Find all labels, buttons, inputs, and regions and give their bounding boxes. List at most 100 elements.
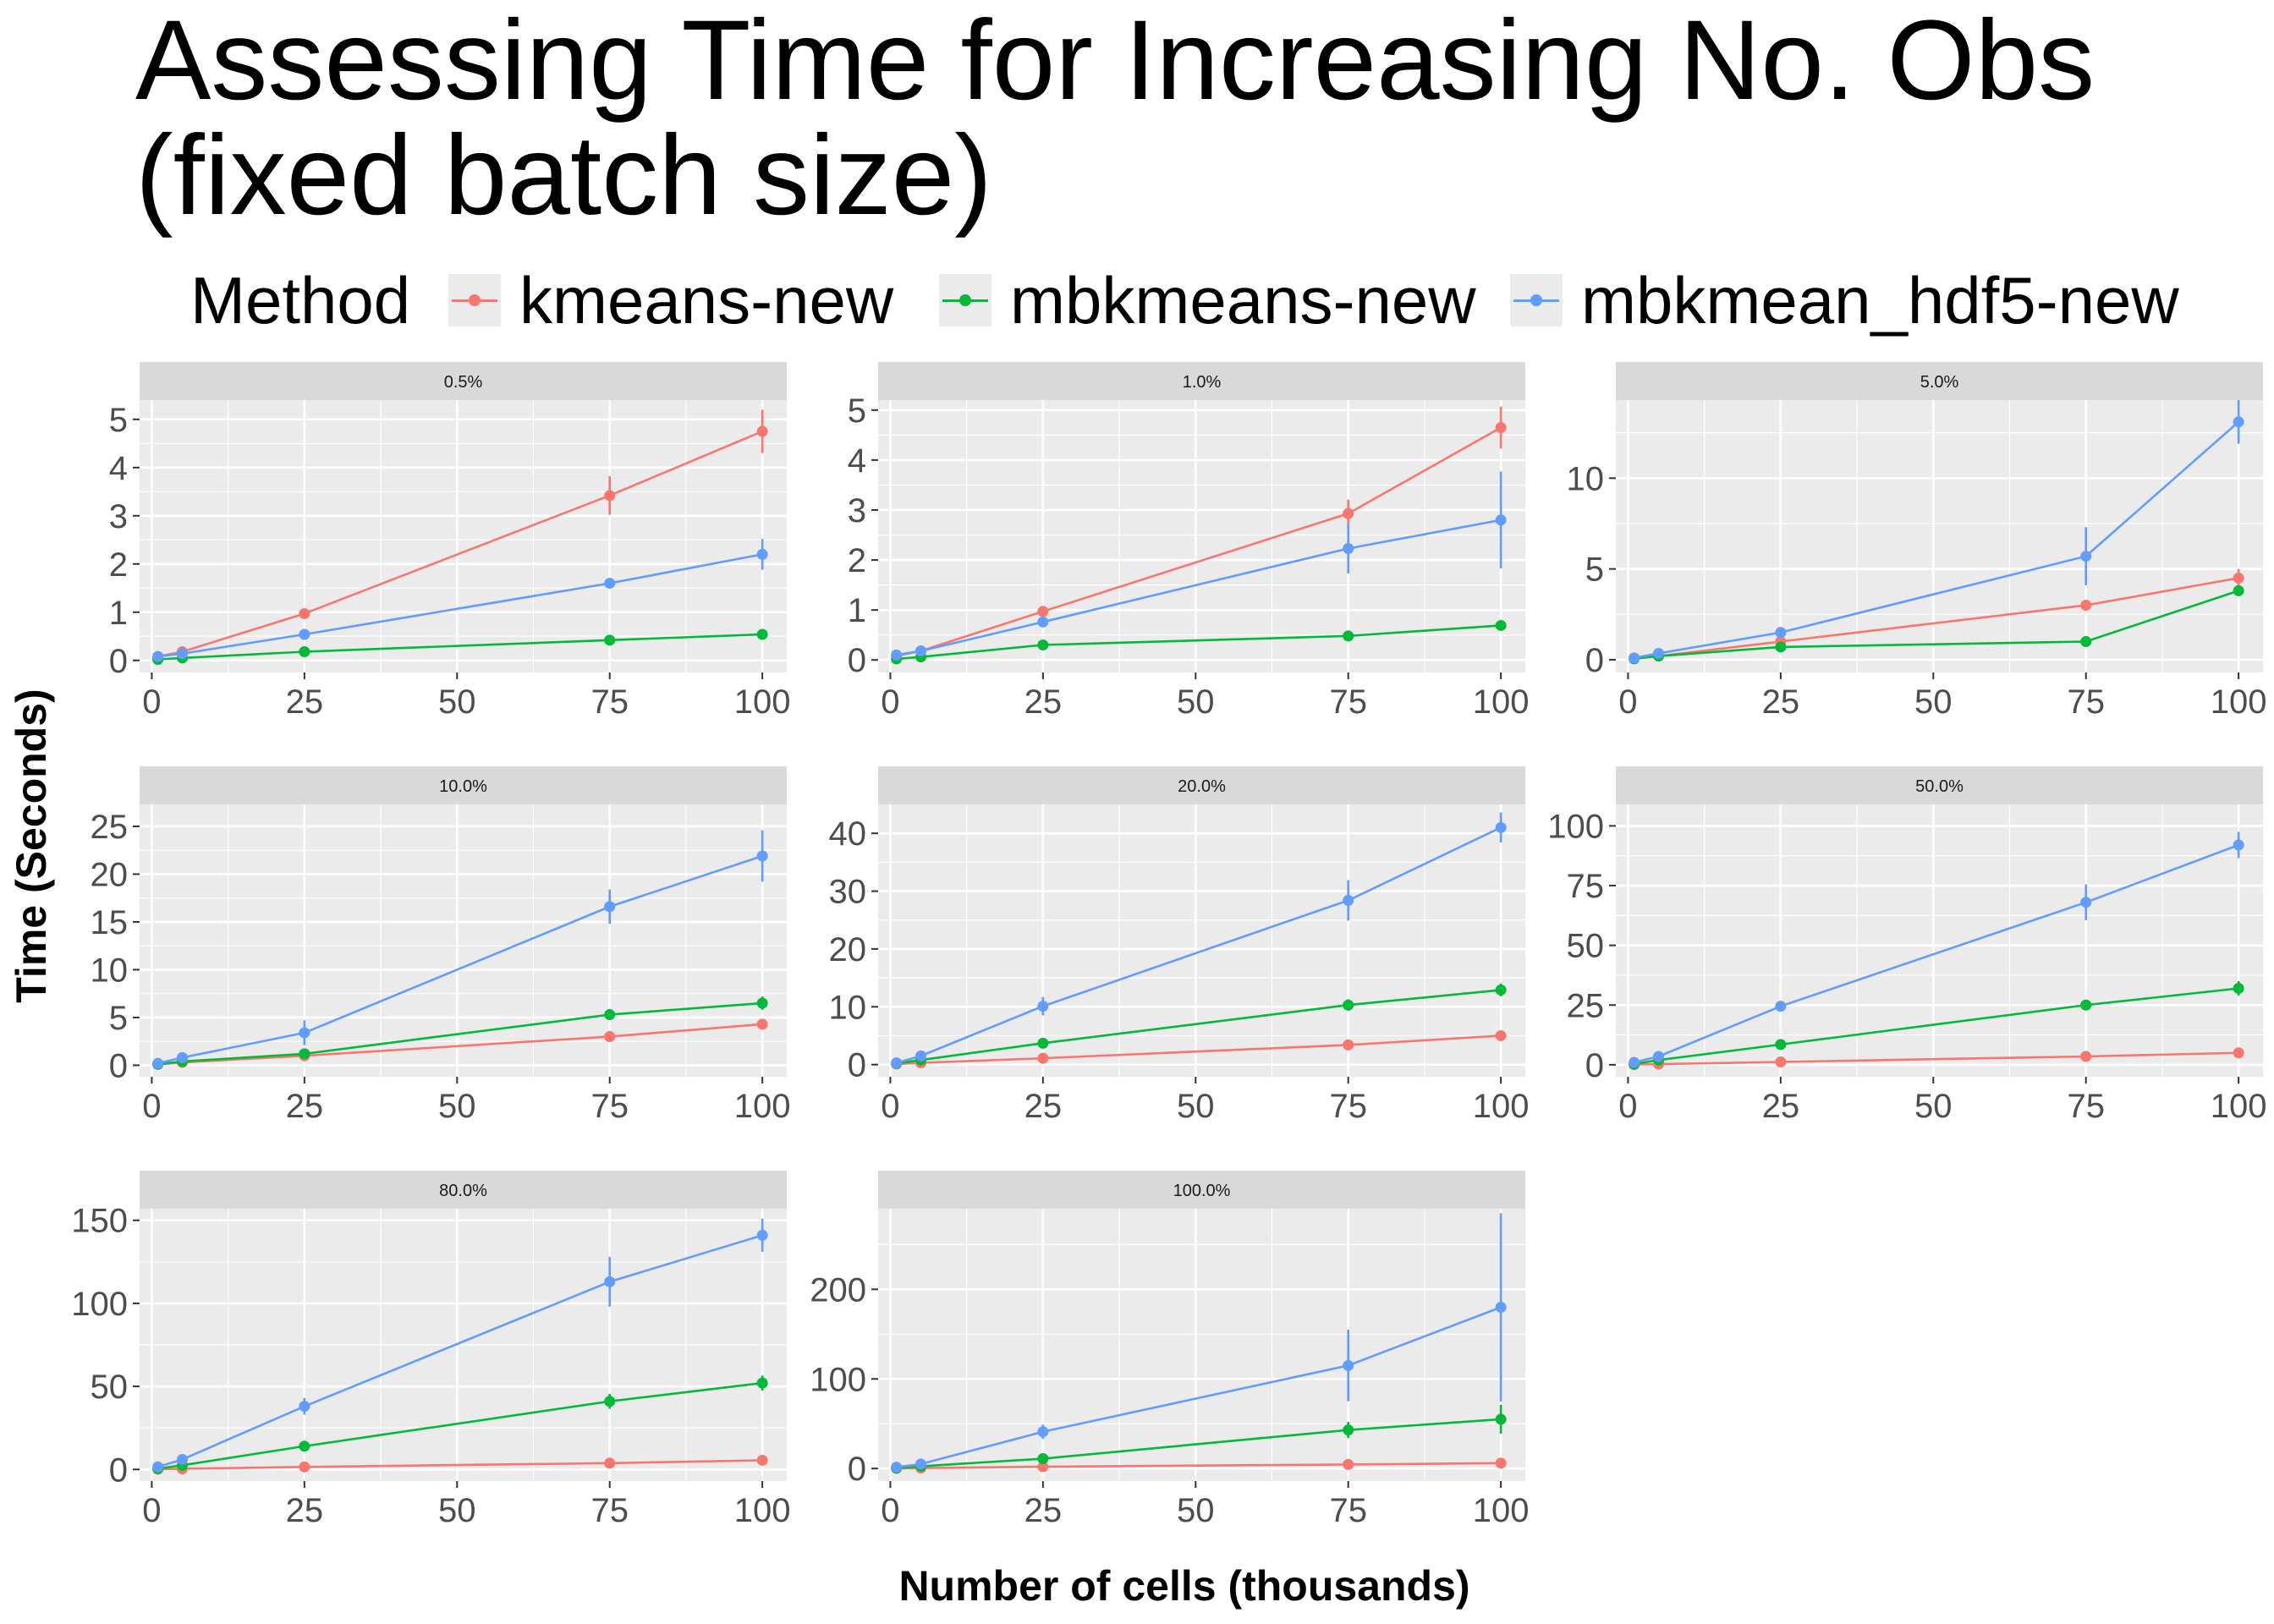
x-tick-label: 25	[286, 1492, 324, 1529]
y-tick-label: 100	[810, 1361, 866, 1398]
data-point-mbkmean_hdf5-new	[1495, 514, 1507, 526]
data-point-mbkmean_hdf5-new	[891, 1057, 903, 1069]
data-point-kmeans-new	[1343, 1458, 1354, 1470]
data-point-mbkmean_hdf5-new	[1037, 1001, 1049, 1012]
y-tick-label: 5	[109, 402, 128, 439]
y-tick-label: 5	[1585, 551, 1604, 589]
y-tick-label: 50	[91, 1369, 129, 1406]
x-tick-label: 0	[881, 683, 899, 721]
data-point-mbkmeans-new	[1343, 999, 1354, 1011]
data-point-mbkmeans-new	[604, 634, 616, 646]
data-point-mbkmean_hdf5-new	[299, 1401, 310, 1413]
data-point-mbkmean_hdf5-new	[299, 1027, 310, 1039]
y-tick-label: 10	[91, 952, 129, 989]
x-tick-label: 100	[2211, 683, 2267, 721]
data-point-mbkmeans-new	[1037, 1453, 1049, 1465]
data-point-kmeans-new	[1495, 1029, 1507, 1041]
data-point-mbkmeans-new	[1343, 630, 1354, 642]
data-point-mbkmean_hdf5-new	[1775, 627, 1787, 639]
panel-0.5%: 0.5% 0 25 50 75 100 0 1 2 3 4 5	[109, 362, 791, 721]
y-tick-label: 75	[1567, 868, 1605, 905]
y-tick-label: 20	[91, 856, 129, 893]
panel-background	[1616, 400, 2263, 672]
legend-label: mbkmean_hdf5-new	[1581, 262, 2179, 337]
data-point-mbkmeans-new	[1495, 1413, 1507, 1425]
data-point-mbkmean_hdf5-new	[177, 1051, 189, 1063]
data-point-mbkmean_hdf5-new	[604, 901, 616, 913]
data-point-mbkmean_hdf5-new	[915, 1050, 927, 1062]
x-tick-label: 100	[1473, 1088, 1530, 1125]
y-tick-label: 0	[109, 643, 128, 680]
x-tick-label: 25	[1762, 683, 1800, 721]
y-tick-label: 0	[848, 1047, 866, 1084]
panel-50.0%: 50.0% 0 25 50 75 100 0 25 50 75 100	[1547, 766, 2267, 1125]
data-point-mbkmean_hdf5-new	[1629, 1056, 1640, 1068]
panel-strip-label: 1.0%	[1183, 373, 1222, 392]
panel-strip-label: 80.0%	[439, 1182, 487, 1200]
data-point-kmeans-new	[1037, 1052, 1049, 1064]
panel-background	[140, 400, 787, 672]
x-tick-label: 75	[1329, 1088, 1367, 1125]
x-tick-label: 0	[1618, 1088, 1637, 1125]
x-tick-label: 75	[1329, 683, 1367, 721]
y-tick-label: 10	[1567, 460, 1605, 497]
data-point-mbkmeans-new	[1343, 1424, 1354, 1436]
data-point-kmeans-new	[1495, 1457, 1507, 1469]
data-point-mbkmean_hdf5-new	[1775, 1001, 1787, 1012]
data-point-kmeans-new	[604, 490, 616, 502]
x-tick-label: 25	[1762, 1088, 1800, 1125]
panel-1.0%: 1.0% 0 25 50 75 100 0 1 2 3 4 5	[848, 362, 1530, 721]
x-tick-label: 75	[1329, 1492, 1367, 1529]
y-tick-label: 2	[109, 546, 128, 584]
x-tick-label: 50	[1177, 683, 1215, 721]
x-tick-label: 75	[2067, 1088, 2105, 1125]
x-tick-label: 50	[1914, 683, 1953, 721]
data-point-kmeans-new	[2080, 1051, 2092, 1062]
data-point-kmeans-new	[1775, 1056, 1787, 1067]
data-point-mbkmean_hdf5-new	[1495, 1302, 1507, 1314]
data-point-mbkmeans-new	[756, 628, 768, 640]
data-point-kmeans-new	[1037, 606, 1049, 617]
legend-key-mbkmean-hdf5-new	[1510, 274, 1563, 326]
panel-background	[878, 400, 1525, 672]
y-tick-label: 4	[848, 442, 866, 480]
panel-strip-label: 0.5%	[444, 373, 483, 392]
data-point-mbkmean_hdf5-new	[1343, 542, 1354, 554]
x-tick-label: 100	[734, 1088, 791, 1125]
data-point-mbkmean_hdf5-new	[2080, 551, 2092, 562]
data-point-kmeans-new	[299, 607, 310, 619]
x-tick-label: 100	[734, 1492, 791, 1529]
data-point-kmeans-new	[2080, 600, 2092, 612]
x-tick-label: 100	[1473, 1492, 1530, 1529]
panel-strip	[878, 766, 1525, 804]
data-point-kmeans-new	[604, 1457, 616, 1469]
data-point-mbkmeans-new	[604, 1009, 616, 1021]
data-point-mbkmeans-new	[1495, 619, 1507, 631]
y-tick-label: 1	[109, 595, 128, 632]
x-tick-label: 50	[438, 683, 476, 721]
panel-5.0%: 5.0% 0 25 50 75 100 0 5 10	[1567, 362, 2267, 721]
panel-background	[140, 804, 787, 1077]
legend-key-mbkmeans-new	[939, 274, 991, 326]
data-point-mbkmean_hdf5-new	[177, 1453, 189, 1465]
data-point-mbkmean_hdf5-new	[299, 628, 310, 640]
y-tick-label: 200	[810, 1271, 866, 1309]
data-point-mbkmeans-new	[2233, 584, 2244, 596]
y-tick-label: 10	[829, 989, 867, 1026]
panel-strip	[140, 1171, 787, 1209]
data-point-mbkmean_hdf5-new	[915, 645, 927, 657]
data-point-kmeans-new	[1037, 1461, 1049, 1473]
data-point-mbkmean_hdf5-new	[756, 548, 768, 560]
data-point-mbkmean_hdf5-new	[1653, 1051, 1665, 1062]
y-tick-label: 30	[829, 874, 867, 911]
y-tick-label: 15	[91, 904, 129, 941]
y-axis-label: Time (Seconds)	[8, 689, 55, 1003]
panel-strip-label: 20.0%	[1178, 777, 1226, 796]
legend-label: kmeans-new	[519, 262, 894, 337]
y-tick-label: 0	[1585, 1047, 1604, 1084]
panel-10.0%: 10.0% 0 25 50 75 100 0 5 10 15 20 25	[91, 766, 791, 1125]
page-title: Assessing Time for Increasing No. Obs (f…	[135, 0, 2095, 239]
data-point-mbkmean_hdf5-new	[1629, 652, 1640, 664]
panel-strip-label: 100.0%	[1173, 1182, 1231, 1200]
